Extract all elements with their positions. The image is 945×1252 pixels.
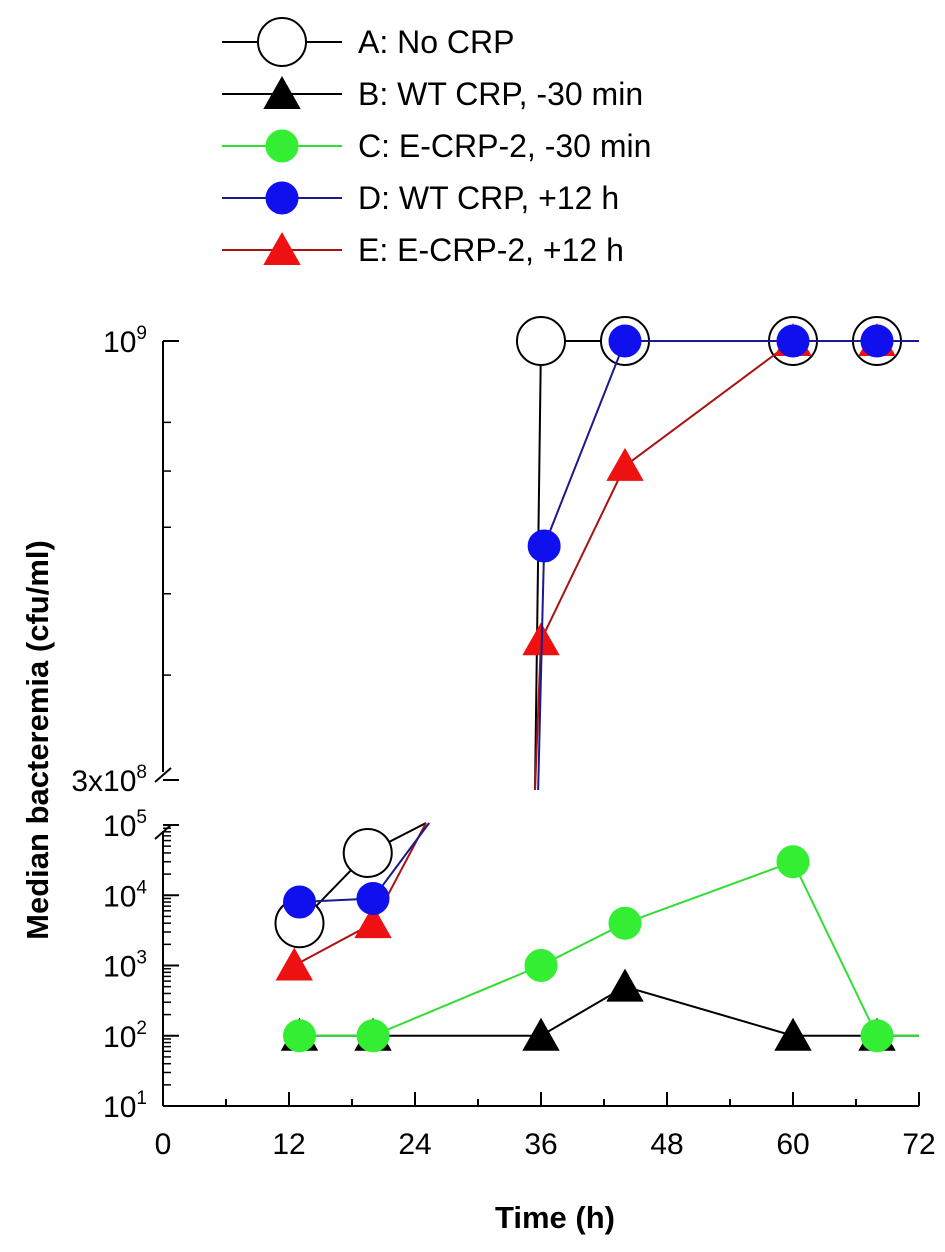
y-tick-label: 3x108 <box>71 762 147 798</box>
series-e-e-crp-2-12-h <box>275 322 919 981</box>
series-layer <box>274 316 919 1053</box>
y-tick-label: 103 <box>103 948 147 984</box>
data-point <box>774 1017 812 1051</box>
axes: 0 12 24 36 48 60 72 101 102 103 104 105 3x108 109 <box>71 323 935 1161</box>
legend-marker <box>265 181 299 215</box>
x-tick-label: 36 <box>524 1128 557 1161</box>
legend-label: E: E-CRP-2, +12 h <box>358 232 624 268</box>
legend-marker <box>257 17 307 67</box>
data-point <box>860 1019 894 1053</box>
data-point <box>608 906 642 940</box>
data-point <box>356 881 390 915</box>
legend-label: C: E-CRP-2, -30 min <box>358 128 651 164</box>
y-tick-label: 104 <box>103 877 147 913</box>
x-tick-label: 12 <box>272 1128 305 1161</box>
data-point <box>608 324 642 358</box>
data-point <box>356 1019 390 1053</box>
data-point <box>524 949 558 982</box>
series-c-e-crp-2-30-min <box>283 845 919 1053</box>
data-point <box>527 529 561 563</box>
data-point <box>776 324 810 358</box>
legend-marker <box>263 75 301 109</box>
legend-entry-a-no-crp: A: No CRP <box>222 17 514 67</box>
x-axis-title: Time (h) <box>495 1200 615 1235</box>
legend-entry-c-e-crp-2-30-min: C: E-CRP-2, -30 min <box>222 128 651 164</box>
legend-marker <box>265 129 299 163</box>
legend: A: No CRP B: WT CRP, -30 min C: E-CRP-2, -… <box>222 17 651 268</box>
legend-entry-e-e-crp-2-12-h: E: E-CRP-2, +12 h <box>222 231 624 268</box>
series-line-upper <box>537 340 919 791</box>
x-tick-label: 48 <box>650 1128 683 1161</box>
axis-break-mark-upper <box>154 767 172 783</box>
x-tick-label: 24 <box>398 1128 431 1161</box>
data-point <box>606 447 644 481</box>
x-tick-label: 72 <box>902 1128 935 1161</box>
legend-marker <box>263 231 301 265</box>
data-point <box>606 968 644 1002</box>
data-point <box>522 1017 560 1051</box>
x-tick-label: 0 <box>155 1128 172 1161</box>
y-tick-label: 105 <box>103 807 147 843</box>
legend-entry-b-wt-crp-30-min: B: WT CRP, -30 min <box>222 75 643 112</box>
data-point <box>283 885 316 919</box>
data-point <box>342 827 393 878</box>
data-point <box>275 947 313 981</box>
legend-label: A: No CRP <box>358 24 514 60</box>
y-tick-label: 101 <box>103 1088 147 1124</box>
y-tick-label: 109 <box>103 323 147 359</box>
legend-label: D: WT CRP, +12 h <box>358 180 619 216</box>
series-d-wt-crp-12-h <box>283 324 919 919</box>
y-tick-label: 102 <box>103 1018 147 1054</box>
legend-label: B: WT CRP, -30 min <box>358 76 643 112</box>
series-line-upper <box>534 340 877 791</box>
series-a-no-crp <box>274 316 902 949</box>
data-point <box>860 324 894 358</box>
data-point <box>354 905 392 939</box>
legend-entry-d-wt-crp-12-h: D: WT CRP, +12 h <box>222 180 619 216</box>
data-point <box>776 845 810 879</box>
data-point <box>283 1019 316 1053</box>
series-line-upper <box>534 340 919 791</box>
y-axis-title: Median bacteremia (cfu/ml) <box>20 540 55 940</box>
data-point <box>516 316 566 366</box>
x-tick-label: 60 <box>776 1128 809 1161</box>
